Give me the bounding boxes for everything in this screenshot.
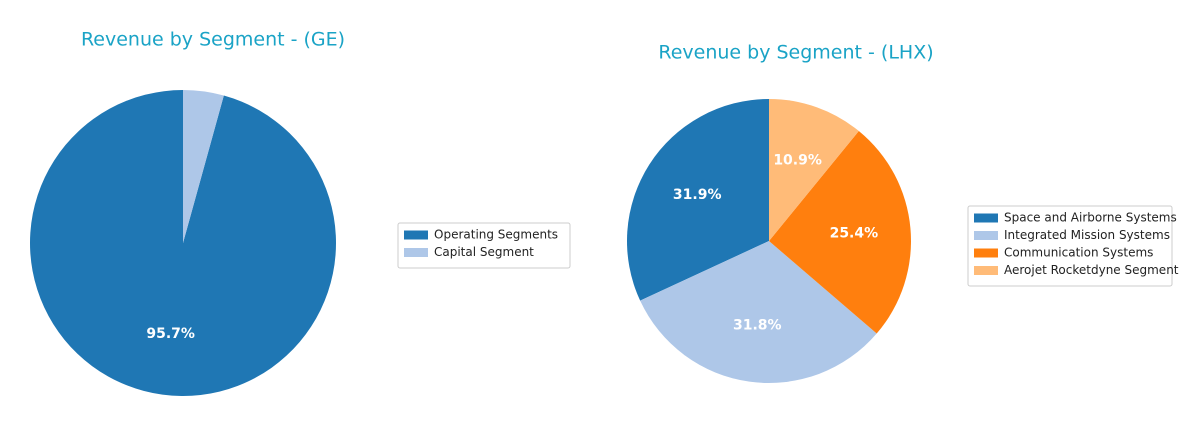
pie-slice [769,99,859,241]
value-label: 95.7% [146,326,195,342]
pie-slice [640,241,877,383]
chart-title: Revenue by Segment - (LHX) [658,42,933,64]
legend-swatch [974,248,998,258]
legend-label: Aerojet Rocketdyne Segment [1004,263,1179,277]
pie-slice [627,99,769,301]
legend-label: Operating Segments [434,228,558,242]
value-label: 10.9% [773,153,822,169]
legend-swatch [974,266,998,275]
legend-swatch [974,213,998,223]
pie-slice [183,90,224,243]
pie-slice [29,90,337,396]
legend-label: Communication Systems [1004,246,1153,260]
value-label: 25.4% [830,226,879,242]
value-label: 31.9% [673,187,722,203]
legend-box [967,205,1173,287]
legend-swatch [404,248,428,257]
value-label: 31.8% [733,317,782,333]
pie-slice [769,131,912,334]
legend-swatch [974,231,998,240]
legend-label: Capital Segment [434,245,534,259]
legend-swatch [404,230,428,240]
legend-box [397,222,571,269]
legend-label: Space and Airborne Systems [1004,211,1177,225]
chart-title: Revenue by Segment - (GE) [81,29,345,51]
legend-label: Integrated Mission Systems [1004,228,1170,242]
